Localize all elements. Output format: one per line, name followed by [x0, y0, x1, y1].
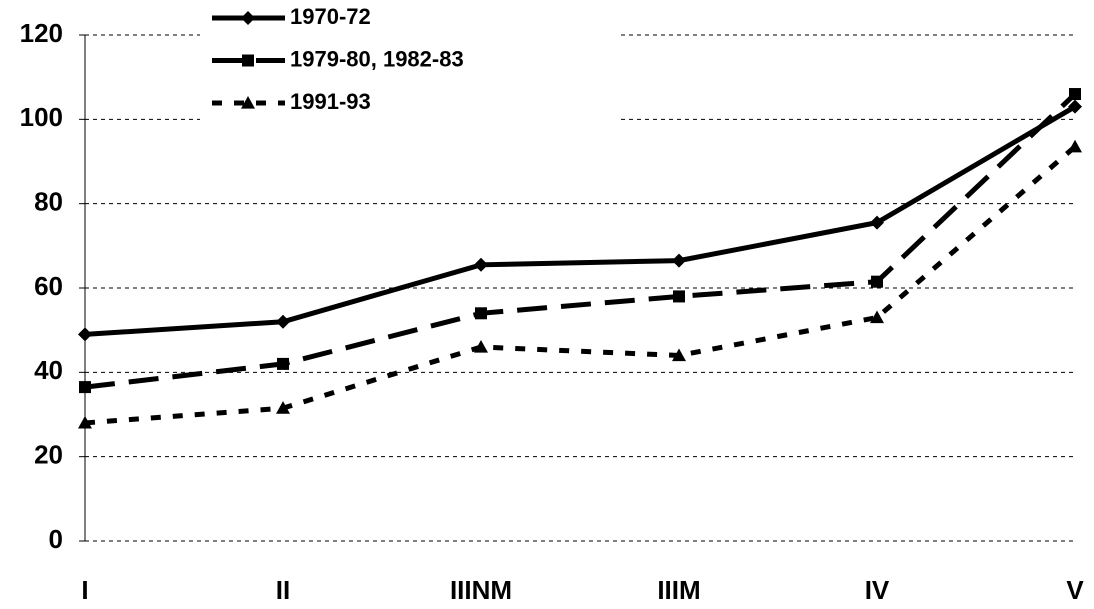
series-line	[84, 104, 1077, 337]
marker	[475, 307, 487, 320]
marker	[241, 96, 255, 109]
x-tick-label: IV	[865, 575, 890, 605]
series-line	[84, 144, 1077, 426]
marker	[79, 381, 91, 394]
marker	[1068, 99, 1082, 114]
marker	[474, 340, 488, 353]
x-tick-label: I	[81, 575, 88, 605]
legend-label: 1991-93	[290, 89, 371, 114]
series-line	[84, 92, 1077, 390]
marker	[78, 415, 92, 429]
x-tick-label: IIIM	[657, 575, 700, 605]
y-tick-label: 100	[20, 102, 63, 132]
y-tick-label: 0	[49, 524, 63, 554]
marker	[672, 253, 686, 268]
marker	[78, 327, 92, 342]
legend-label: 1970-72	[290, 4, 371, 29]
marker	[673, 290, 685, 303]
y-tick-label: 80	[34, 187, 63, 217]
y-tick-label: 120	[20, 18, 63, 48]
marker	[870, 215, 884, 230]
marker	[276, 401, 290, 414]
x-tick-label: II	[276, 575, 290, 605]
marker	[1069, 88, 1081, 101]
y-tick-label: 40	[34, 355, 63, 385]
marker	[277, 357, 289, 370]
marker	[871, 275, 883, 288]
legend-label: 1979-80, 1982-83	[290, 46, 464, 71]
y-tick-label: 20	[34, 440, 63, 470]
y-tick-label: 60	[34, 271, 63, 301]
marker	[474, 257, 488, 272]
marker	[276, 314, 290, 329]
marker	[242, 54, 254, 67]
marker	[241, 11, 255, 25]
marker	[870, 310, 884, 324]
marker	[672, 348, 686, 362]
x-tick-label: V	[1066, 575, 1084, 605]
marker	[1068, 139, 1082, 153]
x-tick-label: IIINM	[450, 575, 512, 605]
